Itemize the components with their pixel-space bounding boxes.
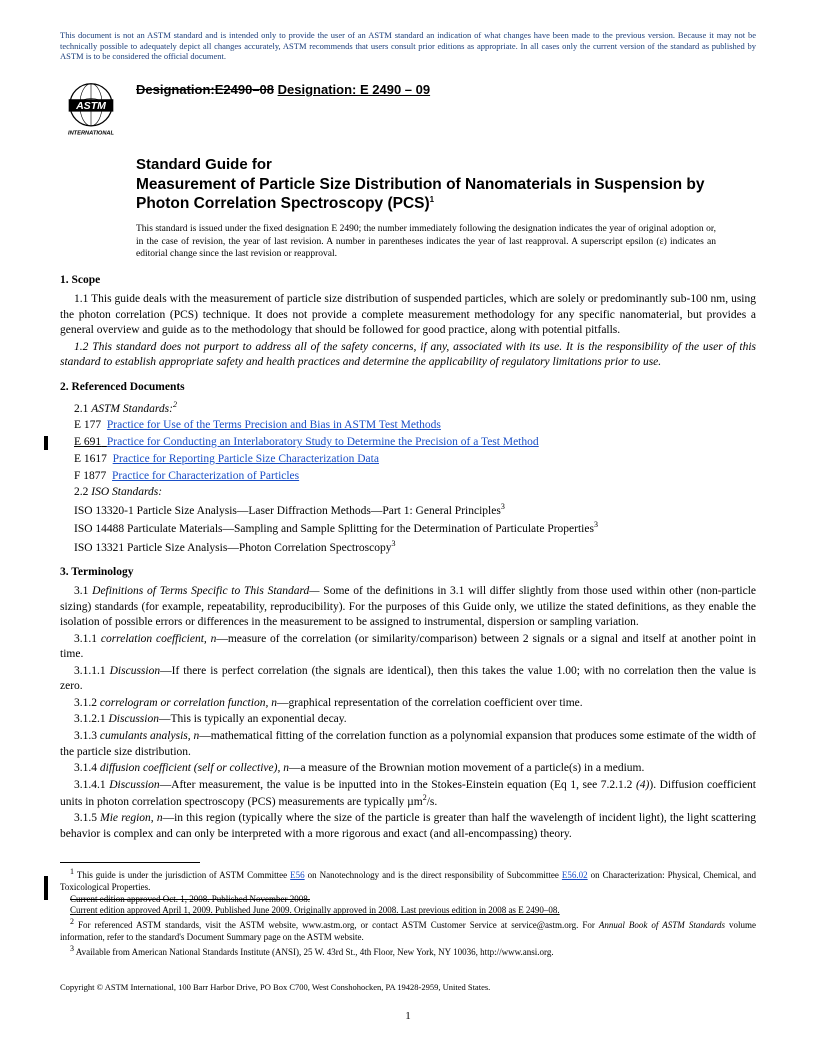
title-main: Measurement of Particle Size Distributio…: [136, 175, 756, 214]
svg-text:ASTM: ASTM: [75, 100, 106, 112]
title-lead: Standard Guide for: [136, 156, 756, 175]
ref-e177-link[interactable]: Practice for Use of the Terms Precision …: [107, 419, 441, 431]
astm-logo: ASTM INTERNATIONAL: [60, 80, 122, 142]
change-bar-2: [44, 876, 48, 900]
fn-link-e5602[interactable]: E56.02: [562, 870, 588, 880]
designation-old: Designation:E2490–08: [136, 82, 274, 97]
term-3-1-3: 3.1.3 cumulants analysis, n—mathematical…: [60, 729, 756, 760]
term-3-1: 3.1 Definitions of Terms Specific to Thi…: [60, 584, 756, 631]
term-3-1-4: 3.1.4 diffusion coefficient (self or col…: [60, 761, 756, 777]
ref-e1617: E 1617 Practice for Reporting Particle S…: [60, 451, 756, 468]
designation-line: Designation:E2490–08 Designation: E 2490…: [136, 82, 430, 97]
scope-1-2: 1.2 This standard does not purport to ad…: [60, 340, 756, 371]
footnote-1: 1 This guide is under the jurisdiction o…: [60, 867, 756, 893]
astm-standards-lead: 2.1 ASTM Standards:2: [60, 399, 756, 418]
svg-text:INTERNATIONAL: INTERNATIONAL: [68, 130, 115, 136]
term-3-1-1: 3.1.1 correlation coefficient, n—measure…: [60, 632, 756, 663]
designation-new: Designation: E 2490 – 09: [278, 82, 430, 97]
ref-iso13320: ISO 13320-1 Particle Size Analysis—Laser…: [60, 501, 756, 520]
term-3-1-1-1: 3.1.1.1 Discussion—If there is perfect c…: [60, 664, 756, 695]
footnote-2: 2 For referenced ASTM standards, visit t…: [60, 917, 756, 943]
ref-e691: E 691 Practice for Conducting an Interla…: [60, 434, 756, 451]
footnote-3: 3 Available from American National Stand…: [60, 944, 756, 959]
fn-link-e56[interactable]: E56: [290, 870, 305, 880]
ref-e691-link[interactable]: Practice for Conducting an Interlaborato…: [107, 436, 539, 448]
iso-standards-lead: 2.2 ISO Standards:: [60, 484, 756, 501]
footnote-1b: Current edition approved Oct. 1, 2008. P…: [60, 894, 756, 906]
title-block: Standard Guide for Measurement of Partic…: [136, 156, 756, 214]
scope-heading: 1. Scope: [60, 274, 756, 286]
ref-iso14488: ISO 14488 Particulate Materials—Sampling…: [60, 519, 756, 538]
ref-f1877: F 1877 Practice for Characterization of …: [60, 468, 756, 485]
page-number: 1: [0, 1010, 816, 1022]
change-bar-1: [44, 436, 48, 450]
header-block: ASTM INTERNATIONAL Designation:E2490–08 …: [60, 80, 756, 142]
referenced-heading: 2. Referenced Documents: [60, 381, 756, 393]
ref-e1617-link[interactable]: Practice for Reporting Particle Size Cha…: [113, 453, 379, 465]
scope-1-1: 1.1 This guide deals with the measuremen…: [60, 292, 756, 339]
ref-f1877-link[interactable]: Practice for Characterization of Particl…: [112, 470, 299, 482]
ref-iso13321: ISO 13321 Particle Size Analysis—Photon …: [60, 538, 756, 557]
term-3-1-4-1: 3.1.4.1 Discussion—After measurement, th…: [60, 778, 756, 811]
copyright-line: Copyright © ASTM International, 100 Barr…: [60, 982, 756, 992]
footnote-rule: [60, 862, 200, 863]
revision-disclaimer: This document is not an ASTM standard an…: [60, 30, 756, 62]
terminology-heading: 3. Terminology: [60, 566, 756, 578]
ref-e177: E 177 Practice for Use of the Terms Prec…: [60, 417, 756, 434]
issued-note: This standard is issued under the fixed …: [136, 223, 716, 260]
term-3-1-2-1: 3.1.2.1 Discussion—This is typically an …: [60, 712, 756, 728]
term-3-1-5: 3.1.5 Mie region, n—in this region (typi…: [60, 811, 756, 842]
footnote-1c: Current edition approved April 1, 2009. …: [60, 905, 756, 917]
term-3-1-2: 3.1.2 correlogram or correlation functio…: [60, 696, 756, 712]
